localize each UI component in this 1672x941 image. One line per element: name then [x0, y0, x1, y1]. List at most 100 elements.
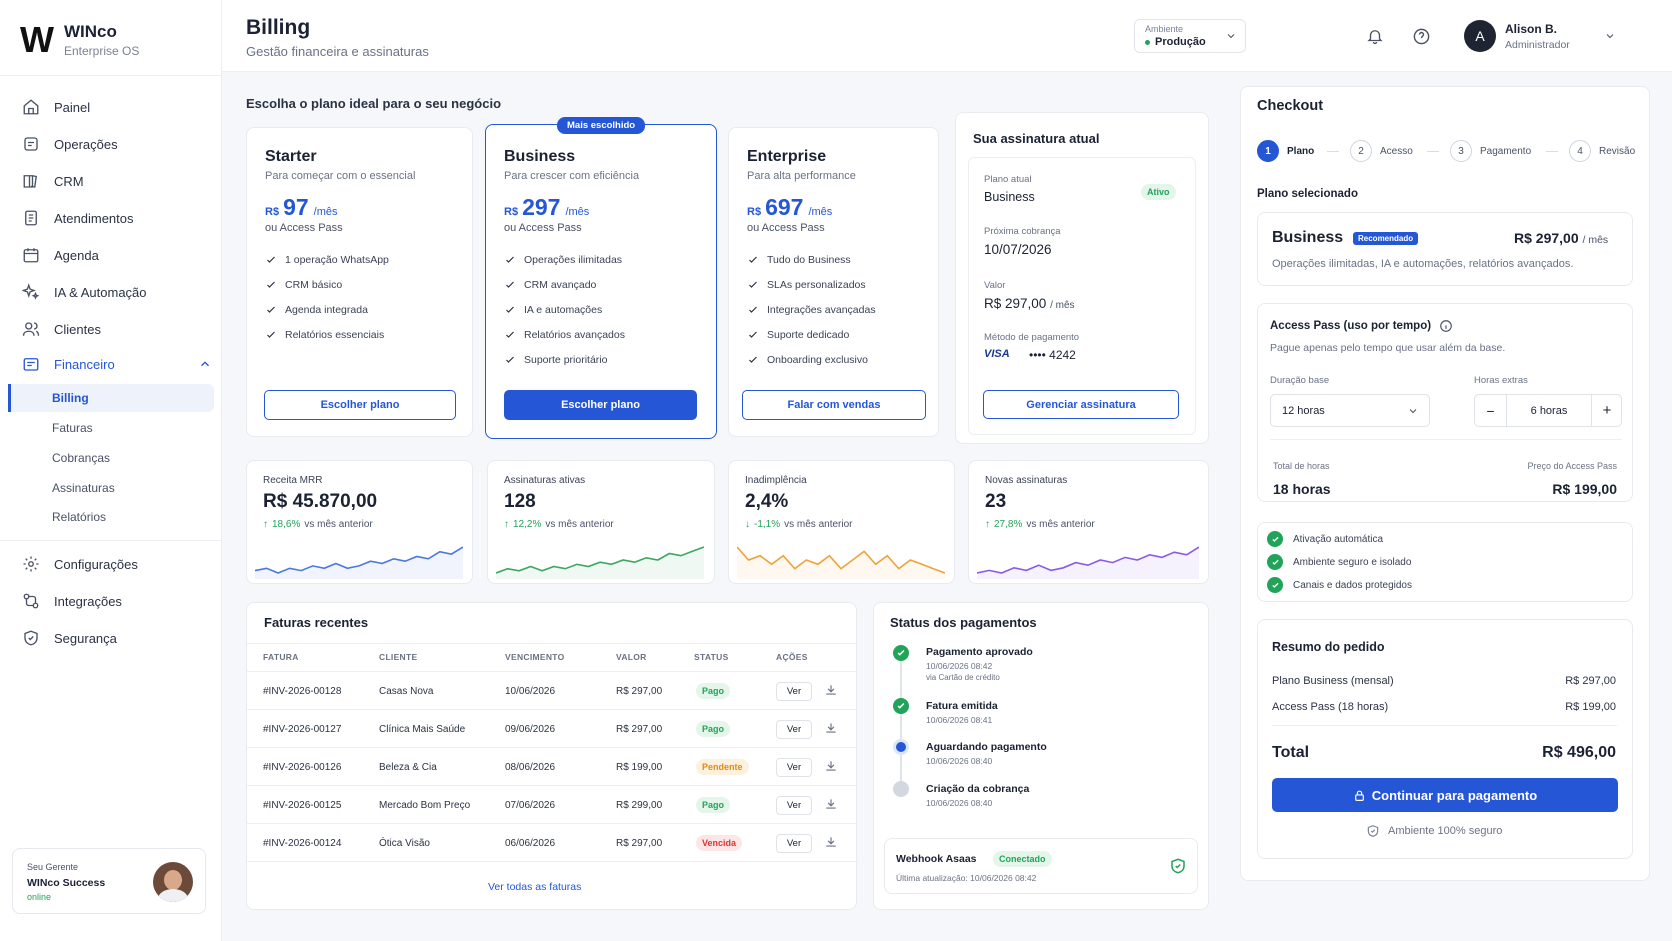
sidebar-item-operacoes[interactable]: Operações: [22, 129, 212, 159]
chevron-up-icon[interactable]: [198, 357, 212, 371]
bell-icon[interactable]: [1366, 27, 1384, 45]
environment-select[interactable]: Ambiente Produção: [1134, 19, 1246, 53]
timeline-line: [900, 661, 902, 788]
user-name[interactable]: Alison B.: [1505, 22, 1558, 36]
view-invoice-button[interactable]: Ver: [776, 834, 812, 853]
plan-alt: ou Access Pass: [504, 222, 582, 234]
table-row[interactable]: #INV-2026-00124 Ótica Visão 06/06/2026 R…: [246, 823, 856, 861]
view-invoice-button[interactable]: Ver: [776, 796, 812, 815]
plan-feature: Onboarding exclusivo: [747, 354, 868, 366]
plan-feature: Suporte prioritário: [504, 354, 607, 366]
sidebar-item-painel[interactable]: Painel: [22, 92, 212, 122]
brand-logo[interactable]: W WINco Enterprise OS: [20, 22, 140, 59]
contact-sales-button[interactable]: Falar com vendas: [742, 390, 926, 420]
invoice-id: #INV-2026-00126: [263, 761, 342, 773]
arrow-up-icon: ↑: [504, 519, 509, 530]
chevron-down-icon: [1227, 34, 1235, 39]
table-row[interactable]: #INV-2026-00128 Casas Nova 10/06/2026 R$…: [246, 671, 856, 709]
webhook-card[interactable]: Webhook Asaas Conectado Última atualizaç…: [884, 838, 1198, 894]
invoices-heading: Faturas recentes: [264, 615, 369, 630]
invoice-due: 08/06/2026: [505, 761, 556, 773]
extra-hours-value[interactable]: 6 horas: [1530, 404, 1568, 417]
card-number: •••• 4242: [1029, 348, 1076, 362]
download-icon[interactable]: [824, 721, 838, 735]
step-plano[interactable]: 1 Plano: [1257, 140, 1314, 162]
manager-avatar: [153, 862, 193, 902]
sidebar-item-seguranca[interactable]: Segurança: [22, 623, 212, 653]
sidebar-item-configuracoes[interactable]: Configurações: [22, 549, 212, 579]
choose-business-button[interactable]: Escolher plano: [504, 390, 697, 420]
download-icon[interactable]: [824, 759, 838, 773]
sparkline-line: [977, 546, 1199, 574]
order-total: Total R$ 496,00: [1272, 744, 1616, 761]
minus-icon[interactable]: −: [1475, 395, 1507, 426]
sidebar-item-ia-automacao[interactable]: IA & Automação: [22, 277, 212, 307]
sparkline-area: [977, 547, 1199, 579]
status-badge: Pago: [696, 721, 731, 737]
chevron-down-icon[interactable]: [1604, 30, 1616, 42]
sidebar-item-label: Operações: [54, 136, 118, 152]
sparkles-icon: [22, 283, 40, 300]
plan-feature: CRM básico: [265, 279, 342, 291]
sidebar-subitem-billing[interactable]: Billing: [8, 384, 214, 412]
check-icon: [506, 281, 514, 288]
step-acesso[interactable]: 2 Acesso: [1350, 140, 1413, 162]
download-icon[interactable]: [824, 835, 838, 849]
metric-card-new-subs: Novas assinaturas 23 ↑ 27,8% vs mês anteri…: [968, 460, 1209, 584]
download-icon[interactable]: [824, 683, 838, 697]
pass-price-label: Preço do Access Pass: [1527, 461, 1617, 471]
info-icon[interactable]: [1439, 319, 1453, 333]
step-pagamento[interactable]: 3 Pagamento: [1450, 140, 1531, 162]
view-invoice-button[interactable]: Ver: [776, 682, 812, 701]
base-duration-select[interactable]: 12 horas: [1270, 394, 1430, 427]
sidebar-subitem-label: Billing: [52, 391, 89, 405]
check-circle-icon: [893, 698, 909, 714]
sidebar-subitem-cobrancas[interactable]: Cobranças: [8, 444, 214, 472]
plan-alt: ou Access Pass: [265, 222, 343, 234]
manager-card[interactable]: Seu Gerente WINco Success online: [12, 848, 206, 914]
plan-label: Plano atual: [984, 174, 1032, 185]
table-row[interactable]: #INV-2026-00127 Clínica Mais Saúde 09/06…: [246, 709, 856, 747]
sidebar-item-crm[interactable]: CRM: [22, 166, 212, 196]
manage-subscription-button[interactable]: Gerenciar assinatura: [983, 390, 1179, 419]
sidebar-item-label: Integrações: [54, 593, 122, 609]
sidebar-subitem-label: Relatórios: [52, 510, 107, 524]
table-row[interactable]: #INV-2026-00125 Mercado Bom Preço 07/06/…: [246, 785, 856, 823]
sparkline-line: [255, 546, 463, 574]
selected-plan-desc: Operações ilimitadas, IA e automações, r…: [1272, 258, 1574, 270]
check-icon: [506, 331, 514, 338]
step-revisao[interactable]: 4 Revisão: [1569, 140, 1635, 162]
col-header-acoes: AÇÕES: [776, 652, 808, 662]
brand-subtitle: Enterprise OS: [63, 44, 140, 58]
sidebar-item-atendimentos[interactable]: Atendimentos: [22, 203, 212, 233]
brand-name: WINco: [63, 22, 117, 41]
sidebar-subitem-relatorios[interactable]: Relatórios: [8, 503, 214, 531]
help-icon[interactable]: [1412, 27, 1431, 46]
sidebar-item-clientes[interactable]: Clientes: [22, 314, 212, 344]
choose-starter-button[interactable]: Escolher plano: [264, 390, 456, 420]
user-avatar[interactable]: A: [1464, 20, 1496, 52]
sidebar-item-label: CRM: [54, 173, 84, 189]
check-icon: [506, 356, 514, 363]
popular-badge: Mais escolhido: [557, 117, 646, 134]
sparkline-new-subs: [977, 546, 1199, 579]
table-row[interactable]: #INV-2026-00126 Beleza & Cia 08/06/2026 …: [246, 747, 856, 785]
summary-row: Access Pass (18 horas) R$ 199,00: [1272, 701, 1616, 713]
sidebar-item-integracoes[interactable]: Integrações: [22, 586, 212, 616]
check-icon: [267, 331, 275, 338]
view-invoice-button[interactable]: Ver: [776, 758, 812, 777]
download-icon[interactable]: [824, 797, 838, 811]
sidebar-item-financeiro[interactable]: Financeiro: [22, 349, 212, 379]
invoice-id: #INV-2026-00128: [263, 685, 342, 697]
timeline-title: Fatura emitida: [926, 700, 998, 712]
sidebar-subitem-faturas[interactable]: Faturas: [8, 414, 214, 442]
check-icon: [267, 256, 275, 263]
view-invoice-button[interactable]: Ver: [776, 720, 812, 739]
invoice-value: R$ 199,00: [616, 761, 663, 773]
plan-feature: 1 operação WhatsApp: [265, 254, 389, 266]
view-all-invoices-link[interactable]: Ver todas as faturas: [488, 881, 582, 893]
continue-to-payment-button[interactable]: Continuar para pagamento: [1272, 778, 1618, 812]
sidebar-subitem-assinaturas[interactable]: Assinaturas: [8, 474, 214, 502]
plus-icon[interactable]: +: [1591, 395, 1622, 426]
sidebar-item-agenda[interactable]: Agenda: [22, 240, 212, 270]
